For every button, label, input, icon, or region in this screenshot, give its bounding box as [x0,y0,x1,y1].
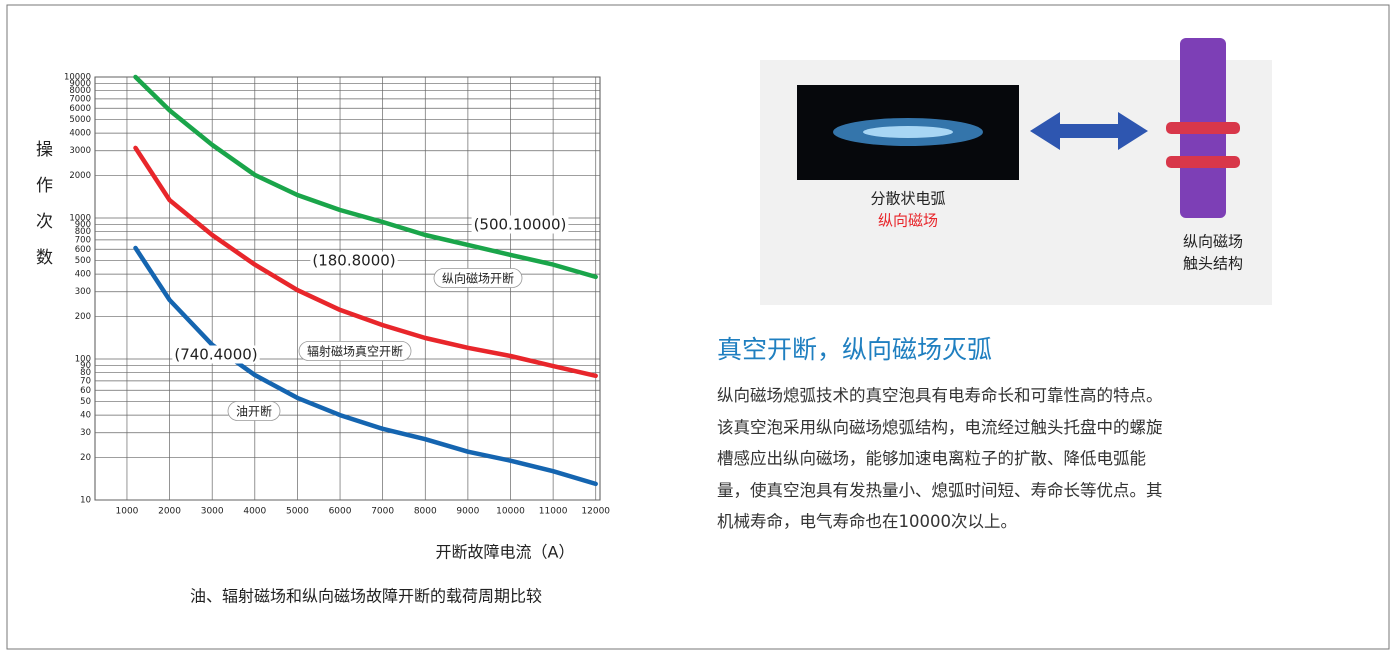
article: 真空开断，纵向磁场灭弧 纵向磁场熄弧技术的真空泡具有电寿命长和可靠性高的特点。该… [717,330,1357,538]
y-tick-label: 2000 [69,171,91,181]
x-tick-label: 11000 [539,507,568,517]
article-title: 真空开断，纵向磁场灭弧 [717,335,993,364]
series-label-box [298,341,412,361]
y-tick-label: 7000 [69,94,91,104]
x-tick-label: 6000 [329,507,352,517]
article-line: 纵向磁场熄弧技术的真空泡具有电寿命长和可靠性高的特点。 [717,386,1163,405]
y-tick-label: 90 [80,361,91,371]
data-line [133,245,598,487]
y-tick-label: 600 [75,245,91,255]
y-tick-label: 10000 [64,73,91,83]
y-tick-label: 6000 [69,104,91,114]
photo-caption: 纵向磁场 [1183,233,1243,251]
arc-core [863,126,953,138]
x-tick-label: 2000 [158,507,181,517]
annotation: (180.8000) [312,252,395,270]
y-tick-label: 3000 [69,146,91,156]
photo-caption: 分散状电弧 [870,190,945,208]
x-tick-label: 4000 [243,507,266,517]
x-tick-label: 1000 [116,507,139,517]
y-tick-label: 500 [75,256,91,266]
photo-caption: 触头结构 [1183,255,1243,273]
series-label: 油开断 [236,404,272,419]
x-tick-label: 10000 [496,507,525,517]
contact-disc [1166,122,1240,134]
y-tick-label: 60 [80,386,91,396]
annotation-bg [310,251,398,270]
data-line [133,145,598,379]
photo-caption: 纵向磁场 [878,212,938,230]
y-tick-label: 1000 [69,214,91,224]
y-tick-label: 50 [80,397,91,407]
x-tick-label: 7000 [371,507,394,517]
double-arrow [1030,112,1148,150]
y-axis-title: 操作次数 [32,140,53,284]
y-tick-label: 9000 [69,79,91,89]
series-label: 辐射磁场真空开断 [307,344,403,359]
x-tick-label: 12000 [581,507,610,517]
y-tick-label: 800 [75,227,91,237]
y-tick-label: 200 [75,312,91,322]
y-tick-label: 20 [80,453,91,463]
data-line [133,74,598,280]
annotation-bg [172,345,260,364]
x-tick-label: 5000 [286,507,309,517]
y-tick-label: 30 [80,428,91,438]
article-body: 纵向磁场熄弧技术的真空泡具有电寿命长和可靠性高的特点。 该真空泡采用纵向磁场熄弧结… [717,380,1357,538]
x-tick-label: 9000 [456,507,479,517]
y-tick-label: 4000 [69,129,91,139]
y-tick-label: 300 [75,287,91,297]
y-tick-label: 900 [75,220,91,230]
y-tick-label: 40 [80,411,91,421]
article-line: 该真空泡采用纵向磁场熄弧结构，电流经过触头托盘中的螺旋 [717,417,1163,437]
chart-caption: 油、辐射磁场和纵向磁场故障开断的载荷周期比较 [190,587,542,606]
y-tick-label: 10 [80,496,91,506]
x-axis-title: 开断故障电流（A） [436,543,575,562]
annotation-bg [471,215,569,234]
annotation: (500.10000) [474,216,567,234]
plot-area [94,76,601,501]
contact-disc [1166,156,1240,168]
y-tick-label: 70 [80,376,91,386]
frame [6,4,1390,650]
series-label: 纵向磁场开断 [442,271,514,286]
plot: 1020304050607080901002003004005006007008… [64,73,610,517]
series-label-box [433,268,523,288]
y-tick-label: 5000 [69,115,91,125]
series-label-box [227,401,281,421]
y-tick-label: 80 [80,368,91,378]
y-tick-label: 400 [75,270,91,280]
y-tick-label: 8000 [69,86,91,96]
annotation: (740.4000) [174,346,257,364]
x-tick-label: 8000 [414,507,437,517]
article-line: 槽感应出纵向磁场，能够加速电离粒子的扩散、降低电弧能 [717,449,1146,468]
x-tick-label: 3000 [201,507,224,517]
article-line: 机械寿命，电气寿命也在10000次以上。 [717,512,1017,531]
article-line: 量，使真空泡具有发热量小、熄弧时间短、寿命长等优点。其 [717,480,1163,500]
y-tick-label: 100 [75,355,91,365]
y-tick-label: 700 [75,235,91,245]
